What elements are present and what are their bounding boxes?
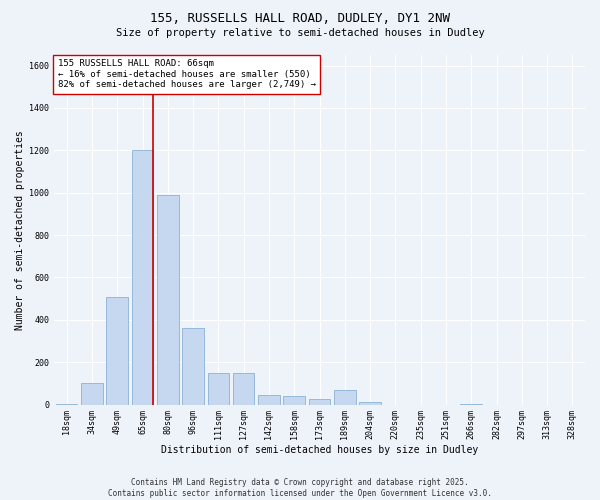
Text: 155 RUSSELLS HALL ROAD: 66sqm
← 16% of semi-detached houses are smaller (550)
82: 155 RUSSELLS HALL ROAD: 66sqm ← 16% of s… (58, 59, 316, 89)
Bar (208, 373, 229, 404)
Bar (258, 395, 280, 404)
Bar (334, 390, 356, 404)
Bar (81, 384, 103, 404)
Bar (359, 402, 381, 404)
Bar (157, 195, 179, 404)
Bar (132, 150, 153, 404)
Text: 155, RUSSELLS HALL ROAD, DUDLEY, DY1 2NW: 155, RUSSELLS HALL ROAD, DUDLEY, DY1 2NW (150, 12, 450, 26)
X-axis label: Distribution of semi-detached houses by size in Dudley: Distribution of semi-detached houses by … (161, 445, 478, 455)
Bar (106, 296, 128, 405)
Y-axis label: Number of semi-detached properties: Number of semi-detached properties (15, 130, 25, 330)
Bar (182, 328, 204, 404)
Bar (283, 396, 305, 404)
Text: Contains HM Land Registry data © Crown copyright and database right 2025.
Contai: Contains HM Land Registry data © Crown c… (108, 478, 492, 498)
Bar (233, 373, 254, 404)
Text: Size of property relative to semi-detached houses in Dudley: Size of property relative to semi-detach… (116, 28, 484, 38)
Bar (309, 400, 330, 404)
